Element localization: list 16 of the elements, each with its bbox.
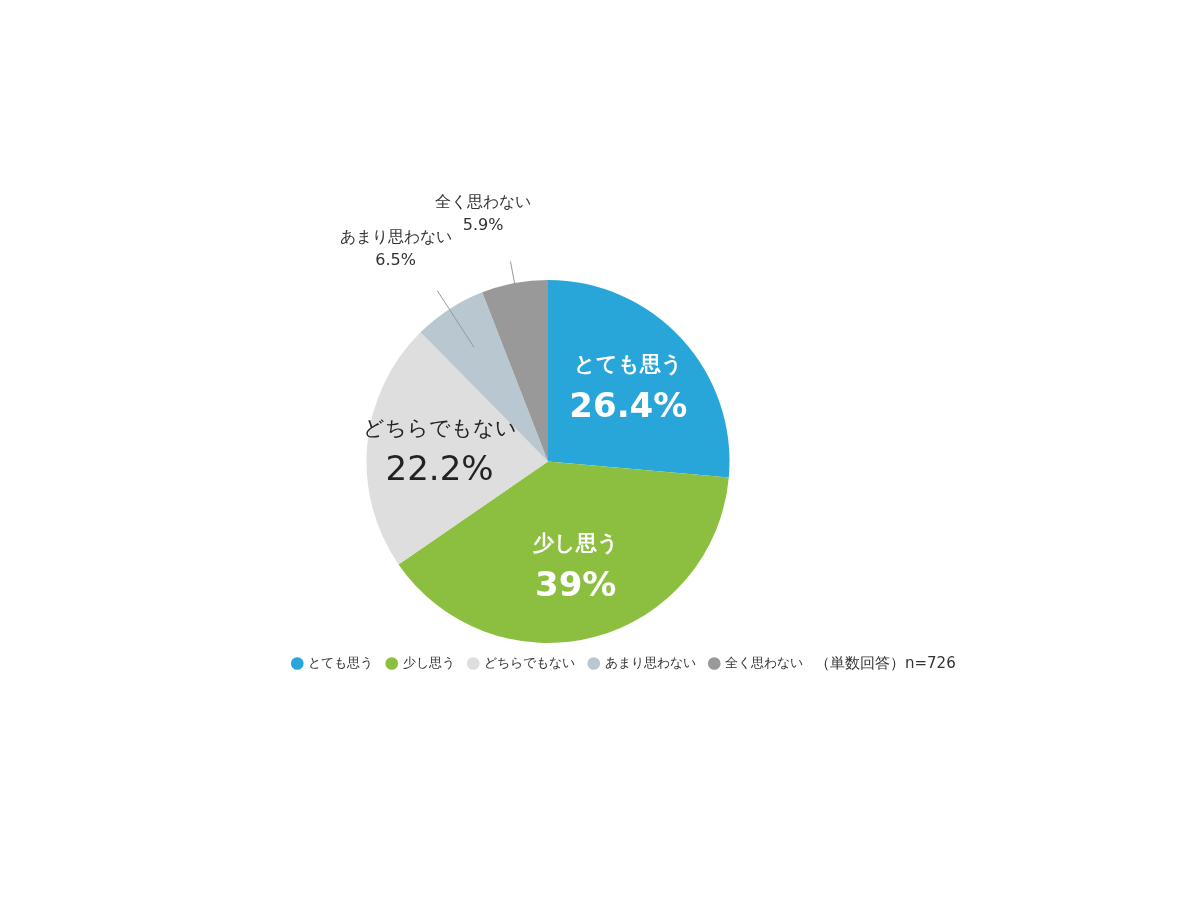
legend-label: 少し思う [402,654,455,670]
data-label: 22.2% [385,448,494,489]
legend-label: とても思う [308,654,374,670]
data-label: 5.9% [462,215,504,235]
slice-label: とても思う [573,352,683,377]
data-label: 39% [535,563,617,604]
legend-label: あまり思わない [604,654,696,670]
legend-label: どちらでもない [484,654,576,670]
slice-label: 少し思う [532,531,619,556]
data-label: 26.4% [569,384,688,425]
legend-label: 全く思わない [725,654,804,670]
data-label: 6.5% [375,250,416,270]
text: （単数回答）n=726 [815,654,956,673]
slice-label: どちらでもない [362,415,517,440]
slice-label: 全く思わない [435,192,532,212]
slice-label: あまり思わない [339,227,452,247]
